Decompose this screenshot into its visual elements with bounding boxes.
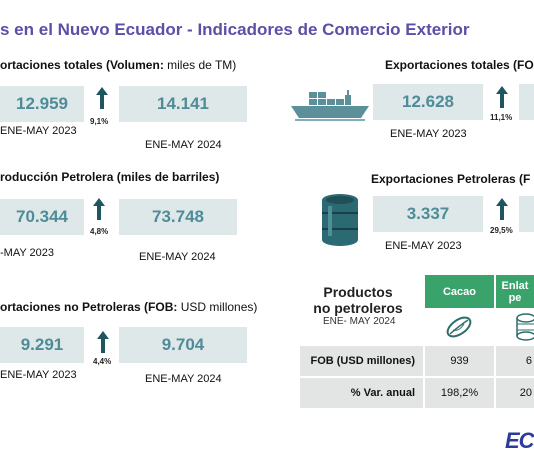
oil-exports-title: Exportaciones Petroleras (F xyxy=(371,172,531,186)
exports-fob-prev-period: ENE-MAY 2023 xyxy=(390,128,467,140)
arrow-up-icon xyxy=(93,198,105,220)
arrow-up-icon xyxy=(496,198,508,220)
arrow-up-icon xyxy=(496,86,508,108)
cacao-pod-icon xyxy=(446,316,472,338)
canned-header-line2: pe xyxy=(508,291,522,304)
oil-exports-prev-period: ENE-MAY 2023 xyxy=(385,240,462,252)
oil-production-change: 4,8% xyxy=(90,227,109,236)
canned-food-icon xyxy=(516,313,534,341)
fob-row-label: FOB (USD millones) xyxy=(300,346,423,376)
var-row-cacao: 198,2% xyxy=(425,378,494,408)
exports-volume-title-bold2: Volumen: xyxy=(110,58,164,72)
products-heading-line2: no petroleros xyxy=(313,300,403,316)
non-oil-exports-curr-period: ENE-MAY 2024 xyxy=(145,373,222,385)
oil-production-prev-value: 70.344 xyxy=(0,199,84,235)
oil-production-curr-value: 73.748 xyxy=(119,199,237,235)
logo: EC xyxy=(505,428,534,453)
products-table-subheading: ENE- MAY 2024 xyxy=(323,316,396,327)
canned-header-line1: Enlat xyxy=(501,279,529,292)
exports-fob-title: Exportaciones totales (FO xyxy=(385,58,534,72)
non-oil-exports-prev-value: 9.291 xyxy=(0,327,84,363)
oil-production-prev-period: -MAY 2023 xyxy=(0,247,55,259)
non-oil-exports-prev-period: ENE-MAY 2023 xyxy=(0,369,77,381)
arrow-up-icon xyxy=(97,331,109,353)
exports-volume-prev-value: 12.959 xyxy=(0,86,84,122)
exports-fob-prev-value: 12.628 xyxy=(373,84,483,120)
page-title: s en el Nuevo Ecuador - Indicadores de C… xyxy=(0,20,470,39)
oil-barrel-icon xyxy=(322,194,358,246)
exports-volume-curr-value: 14.141 xyxy=(119,86,247,122)
non-oil-exports-title-normal: USD millones) xyxy=(177,300,258,314)
exports-volume-title-bold: ortaciones totales ( xyxy=(0,58,111,72)
oil-exports-curr-value-box xyxy=(519,196,534,232)
fob-row-cacao: 939 xyxy=(425,346,494,376)
exports-fob-change: 11,1% xyxy=(490,113,513,122)
exports-fob-curr-value-box xyxy=(519,84,534,120)
exports-volume-title-normal: miles de TM) xyxy=(163,58,237,72)
products-table-heading: Productos no petroleros xyxy=(300,284,416,316)
oil-production-title: roducción Petrolera (miles de barriles) xyxy=(0,170,220,184)
exports-volume-curr-period: ENE-MAY 2024 xyxy=(145,139,222,151)
products-heading-line1: Productos xyxy=(323,284,393,300)
non-oil-exports-title-bold: ortaciones no Petroleras (FOB: xyxy=(0,300,178,314)
cargo-ship-icon xyxy=(291,90,369,121)
non-oil-exports-title: ortaciones no Petroleras (FOB: USD millo… xyxy=(0,300,257,314)
fob-row-canned: 6 xyxy=(496,346,534,376)
arrow-up-icon xyxy=(96,87,108,109)
var-row-label: % Var. anual xyxy=(300,378,423,408)
non-oil-exports-curr-value: 9.704 xyxy=(119,327,247,363)
cacao-column-header: Cacao xyxy=(425,275,494,308)
oil-exports-change: 29,5% xyxy=(490,226,513,235)
exports-volume-change: 9,1% xyxy=(90,117,109,126)
canned-column-header: Enlat pe xyxy=(496,275,534,308)
var-row-canned: 20 xyxy=(496,378,534,408)
non-oil-exports-change: 4,4% xyxy=(93,357,112,366)
exports-volume-prev-period: ENE-MAY 2023 xyxy=(0,125,77,137)
oil-production-curr-period: ENE-MAY 2024 xyxy=(139,251,216,263)
oil-exports-prev-value: 3.337 xyxy=(373,196,483,232)
exports-volume-title: ortaciones totales (Volumen: miles de TM… xyxy=(0,58,236,72)
